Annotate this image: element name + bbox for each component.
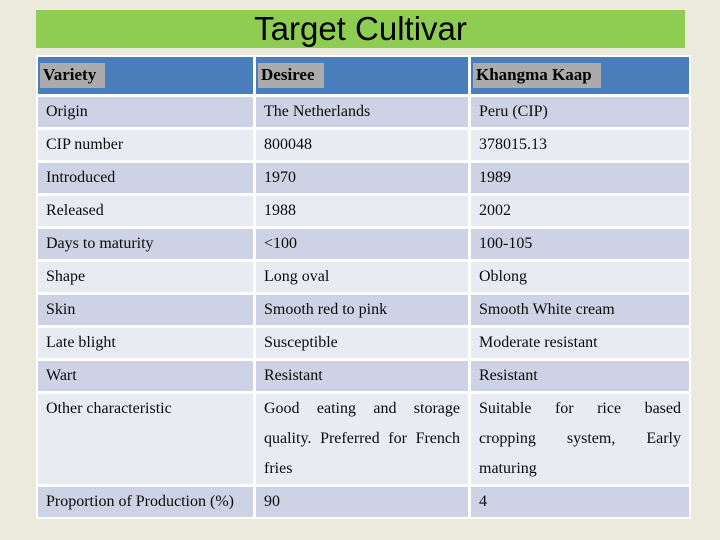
value-cell: 2002 xyxy=(471,196,689,226)
slide-title-bar: Target Cultivar xyxy=(36,10,685,48)
value-cell: 378015.13 xyxy=(471,130,689,160)
row-label-cell: Skin xyxy=(38,295,253,325)
value-cell: Good eating and storage quality. Preferr… xyxy=(256,394,468,484)
header-cell-desiree: Desiree xyxy=(256,57,468,94)
value-cell: Resistant xyxy=(471,361,689,391)
value-cell: Moderate resistant xyxy=(471,328,689,358)
value-cell: 90 xyxy=(256,487,468,517)
value-cell: 4 xyxy=(471,487,689,517)
table-grid: Variety Desiree Khangma Kaap Origin The N… xyxy=(36,55,691,519)
value-cell: Suitable for rice based cropping system,… xyxy=(471,394,689,484)
row-label-cell: Other characteristic xyxy=(38,394,253,484)
row-label-cell: Released xyxy=(38,196,253,226)
row-label-cell: CIP number xyxy=(38,130,253,160)
value-cell: Resistant xyxy=(256,361,468,391)
header-label-khangma-kaap: Khangma Kaap xyxy=(473,63,601,88)
row-label-cell: Proportion of Production (%) xyxy=(38,487,253,517)
value-cell: Long oval xyxy=(256,262,468,292)
header-cell-khangma-kaap: Khangma Kaap xyxy=(471,57,689,94)
header-label-desiree: Desiree xyxy=(258,63,324,88)
page-title: Target Cultivar xyxy=(254,10,467,47)
value-cell: Peru (CIP) xyxy=(471,97,689,127)
row-label-cell: Introduced xyxy=(38,163,253,193)
row-label-cell: Days to maturity xyxy=(38,229,253,259)
value-cell: 1988 xyxy=(256,196,468,226)
header-label-variety: Variety xyxy=(40,63,106,88)
value-cell: Smooth White cream xyxy=(471,295,689,325)
value-cell: Oblong xyxy=(471,262,689,292)
row-label-cell: Shape xyxy=(38,262,253,292)
row-label-cell: Origin xyxy=(38,97,253,127)
value-cell: 100-105 xyxy=(471,229,689,259)
value-cell: The Netherlands xyxy=(256,97,468,127)
value-cell: 1970 xyxy=(256,163,468,193)
header-cell-variety: Variety xyxy=(38,57,253,94)
cultivar-comparison-table: Variety Desiree Khangma Kaap Origin The N… xyxy=(36,55,691,540)
value-cell: 800048 xyxy=(256,130,468,160)
row-label-cell: Late blight xyxy=(38,328,253,358)
value-cell: 1989 xyxy=(471,163,689,193)
value-cell: <100 xyxy=(256,229,468,259)
value-cell: Smooth red to pink xyxy=(256,295,468,325)
value-cell: Susceptible xyxy=(256,328,468,358)
row-label-cell: Wart xyxy=(38,361,253,391)
